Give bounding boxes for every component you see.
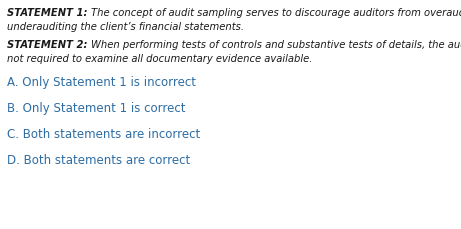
Text: A. Only Statement 1 is incorrect: A. Only Statement 1 is incorrect xyxy=(7,76,196,89)
Text: C. Both statements are incorrect: C. Both statements are incorrect xyxy=(7,128,200,140)
Text: STATEMENT 1:: STATEMENT 1: xyxy=(7,8,91,18)
Text: underauditing the client’s financial statements.: underauditing the client’s financial sta… xyxy=(7,22,244,32)
Text: The concept of audit sampling serves to discourage auditors from overauditing or: The concept of audit sampling serves to … xyxy=(91,8,461,18)
Text: B. Only Statement 1 is correct: B. Only Statement 1 is correct xyxy=(7,101,185,114)
Text: not required to examine all documentary evidence available.: not required to examine all documentary … xyxy=(7,54,313,64)
Text: D. Both statements are correct: D. Both statements are correct xyxy=(7,153,190,166)
Text: STATEMENT 2:: STATEMENT 2: xyxy=(7,40,91,50)
Text: When performing tests of controls and substantive tests of details, the auditor : When performing tests of controls and su… xyxy=(91,40,461,50)
